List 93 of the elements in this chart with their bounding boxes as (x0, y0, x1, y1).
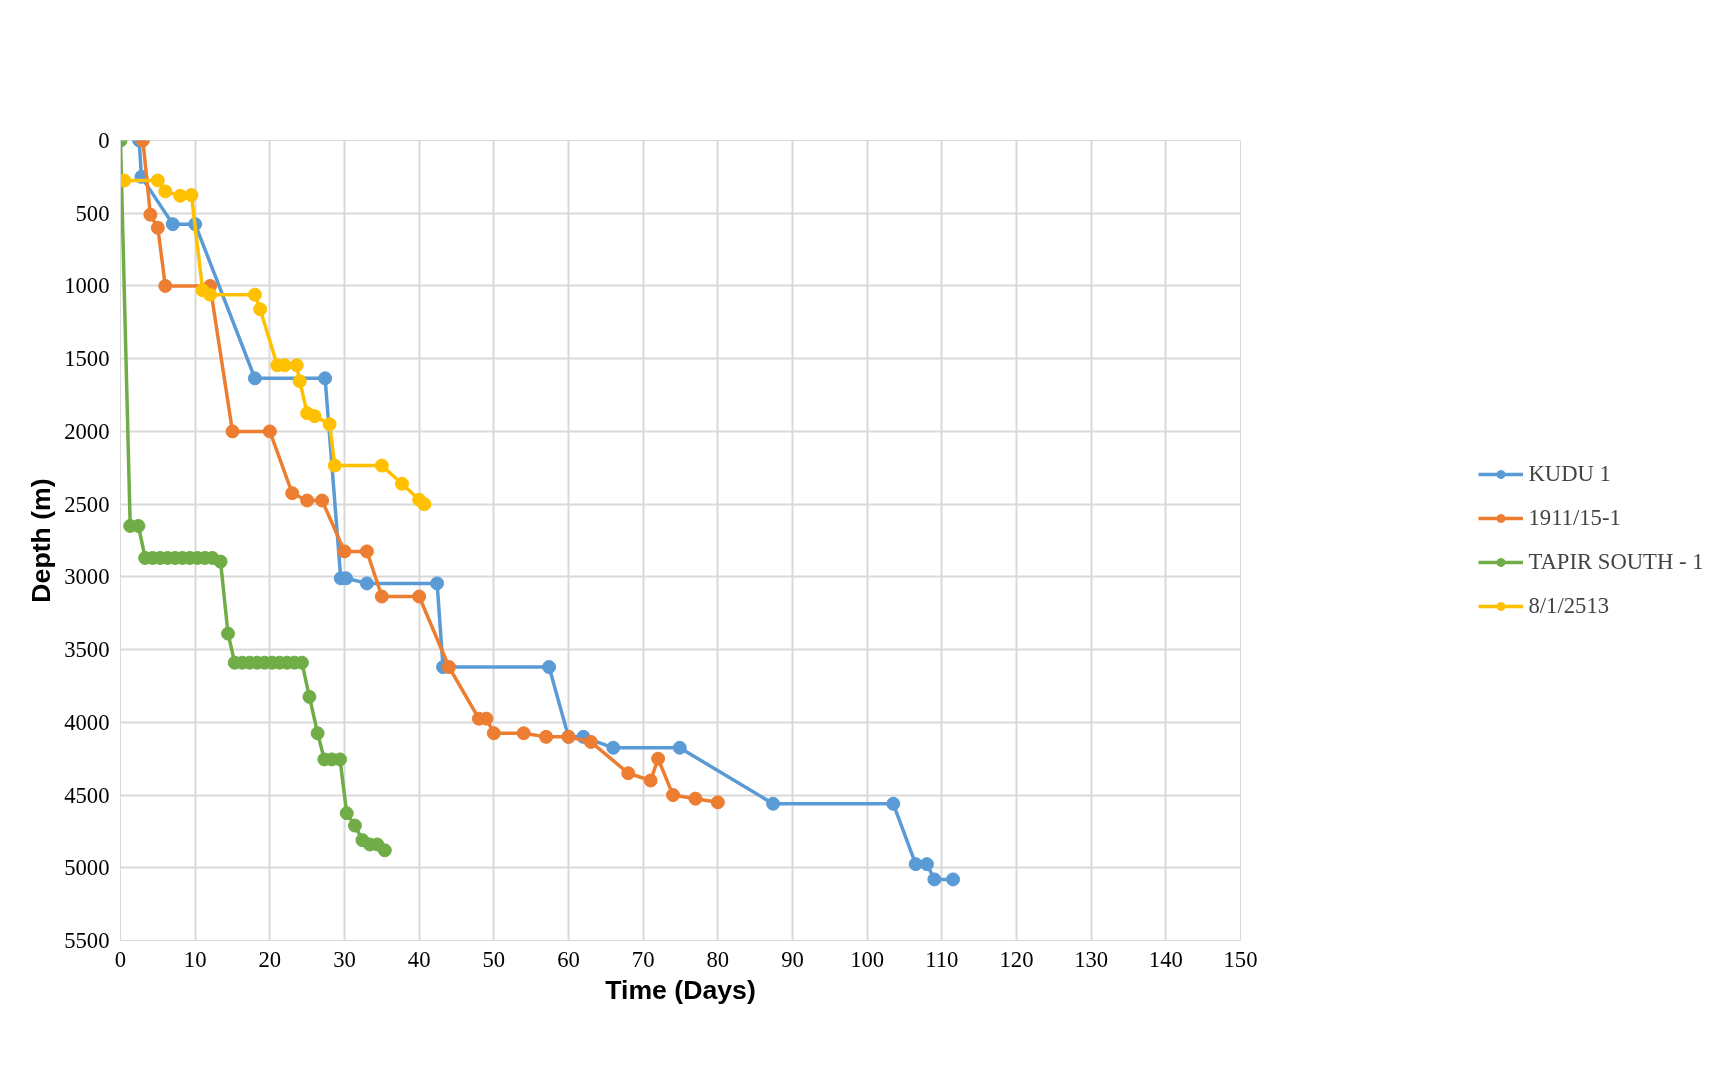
point (253, 302, 268, 317)
point (651, 751, 666, 766)
point (430, 576, 445, 591)
point (886, 796, 901, 811)
x-tick-label: 50 (482, 946, 506, 972)
y-tick-label: 1000 (64, 273, 110, 299)
x-tick-label: 150 (1223, 946, 1258, 972)
y-tick-label: 3500 (64, 637, 110, 663)
point (919, 857, 934, 872)
point (150, 220, 165, 235)
x-tick-label: 0 (114, 946, 127, 972)
point (359, 544, 374, 559)
x-axis-title: Time (Days) (605, 974, 756, 1005)
point (318, 371, 333, 386)
point (766, 796, 781, 811)
point (339, 806, 354, 821)
x-tick-label: 40 (407, 946, 431, 972)
point (927, 872, 942, 887)
point (539, 729, 554, 744)
point (327, 458, 342, 473)
point (315, 493, 330, 508)
point (333, 752, 348, 767)
y-tick-label: 3000 (64, 564, 110, 590)
point (203, 287, 218, 302)
x-tick-label: 140 (1148, 946, 1183, 972)
point (688, 791, 703, 806)
point (300, 493, 315, 508)
point (285, 486, 300, 501)
point (221, 626, 236, 641)
point (606, 740, 621, 755)
x-tick-label: 110 (925, 946, 959, 972)
y-tick-label: 500 (75, 200, 110, 226)
point (542, 660, 557, 675)
point (165, 217, 180, 232)
legend-label: 8/1/2513 (1528, 593, 1610, 619)
y-axis-title: Depth (m) (26, 478, 57, 603)
point (394, 476, 409, 491)
point (225, 424, 240, 439)
x-tick-label: 130 (1074, 946, 1109, 972)
point (908, 857, 923, 872)
point (322, 417, 337, 432)
y-tick-label: 5000 (64, 855, 110, 881)
point (213, 554, 228, 569)
point (516, 726, 531, 741)
point (710, 795, 725, 810)
legend-label: 1911/15-1 (1528, 505, 1621, 531)
point (486, 726, 501, 741)
point (150, 173, 165, 188)
point (289, 358, 304, 373)
x-tick-label: 80 (706, 946, 730, 972)
point (621, 766, 636, 781)
point (337, 544, 352, 559)
y-tick-label: 0 (98, 128, 110, 153)
point (417, 497, 432, 512)
y-tick-label: 5500 (64, 928, 110, 953)
legend-label: KUDU 1 (1528, 461, 1611, 487)
y-tick-label: 1500 (64, 346, 110, 372)
y-tick-label: 4000 (64, 709, 110, 735)
point (672, 740, 687, 755)
x-tick-label: 60 (557, 946, 580, 972)
point (184, 188, 199, 203)
point (158, 278, 173, 293)
x-tick-label: 30 (333, 946, 356, 972)
point (583, 734, 598, 749)
point (247, 371, 262, 386)
point (262, 424, 277, 439)
point (374, 458, 389, 473)
legend-label: TAPIR SOUTH - 1 (1528, 549, 1704, 575)
point (292, 374, 307, 389)
x-tick-label: 20 (258, 946, 282, 972)
point (359, 576, 374, 591)
point (412, 589, 427, 604)
point (374, 589, 389, 604)
x-tick-label: 100 (850, 946, 885, 972)
point (158, 184, 173, 199)
point (377, 843, 392, 858)
y-tick-label: 4500 (64, 782, 110, 808)
x-tick-label: 90 (781, 946, 804, 972)
point (247, 287, 262, 302)
point (643, 773, 658, 788)
point (302, 689, 317, 704)
y-tick-label: 2500 (64, 491, 110, 517)
x-tick-label: 10 (183, 946, 207, 972)
point (946, 872, 961, 887)
x-tick-label: 70 (631, 946, 655, 972)
point (143, 207, 158, 222)
y-tick-label: 2000 (64, 418, 110, 444)
point (666, 788, 681, 803)
point (347, 818, 362, 833)
point (442, 660, 457, 675)
point (310, 726, 325, 741)
point (307, 409, 322, 424)
x-tick-label: 120 (999, 946, 1034, 972)
